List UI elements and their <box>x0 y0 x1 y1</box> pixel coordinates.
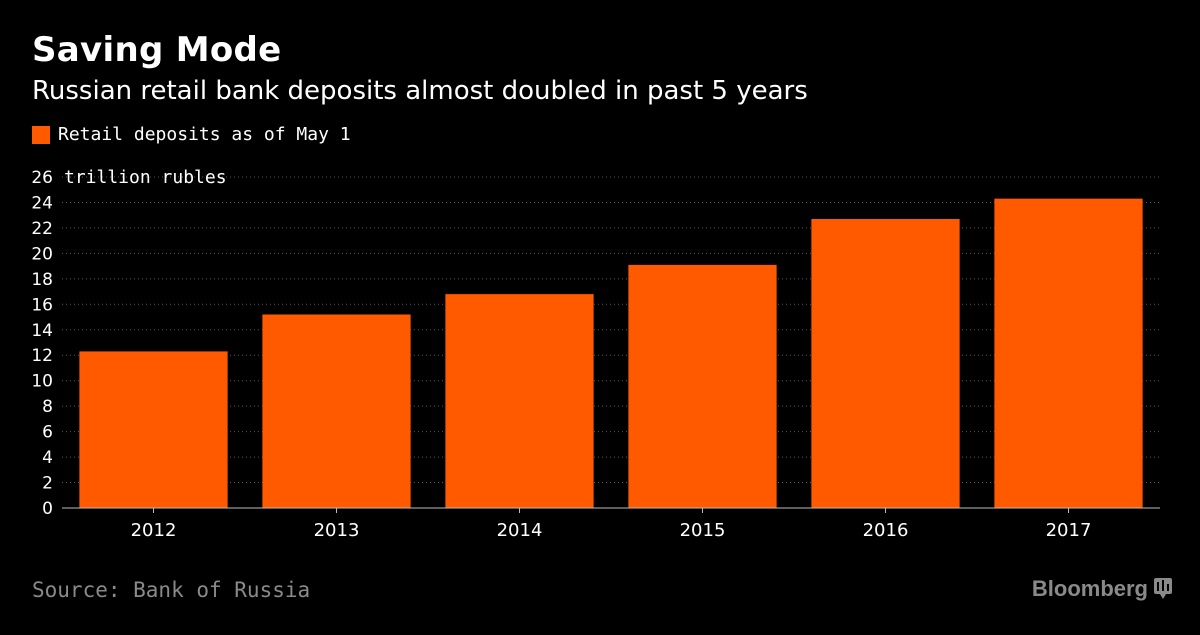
bar <box>628 264 777 508</box>
x-tick-label: 2013 <box>314 520 360 541</box>
bar <box>994 198 1143 508</box>
x-tick-label: 2015 <box>680 520 726 541</box>
y-tick-label: 14 <box>31 321 53 341</box>
bloomberg-icon <box>1154 578 1172 599</box>
y-tick-label: 22 <box>31 219 53 239</box>
y-axis-label: trillion rubles <box>64 167 227 188</box>
y-tick-label: 4 <box>42 448 53 468</box>
chart-subtitle: Russian retail bank deposits almost doub… <box>32 76 808 106</box>
source-note: Source: Bank of Russia <box>32 578 311 602</box>
y-tick-label: 0 <box>42 499 53 519</box>
y-tick-label: 18 <box>31 270 53 290</box>
y-tick-label: 10 <box>31 372 53 392</box>
brand-name: Bloomberg <box>1031 576 1148 601</box>
bar <box>79 351 228 508</box>
bar <box>811 219 960 508</box>
x-tick-label: 2017 <box>1046 520 1092 541</box>
x-tick-label: 2014 <box>497 520 543 541</box>
y-tick-label: 2 <box>42 474 53 494</box>
y-tick-label: 26 <box>31 168 53 188</box>
y-tick-label: 12 <box>31 346 53 366</box>
chart-title: Saving Mode <box>32 30 282 70</box>
bar <box>262 314 411 508</box>
chart-legend: Retail deposits as of May 1 <box>32 124 351 145</box>
y-tick-label: 8 <box>42 397 53 417</box>
legend-label: Retail deposits as of May 1 <box>58 124 351 145</box>
brand-logo: Bloomberg <box>1032 576 1172 602</box>
bar <box>445 294 594 508</box>
y-tick-label: 6 <box>42 423 53 443</box>
y-tick-label: 20 <box>31 244 53 264</box>
x-tick-label: 2016 <box>863 520 909 541</box>
legend-swatch <box>32 125 50 144</box>
y-tick-label: 16 <box>31 295 53 315</box>
y-tick-label: 24 <box>31 193 53 213</box>
x-tick-label: 2012 <box>131 520 177 541</box>
